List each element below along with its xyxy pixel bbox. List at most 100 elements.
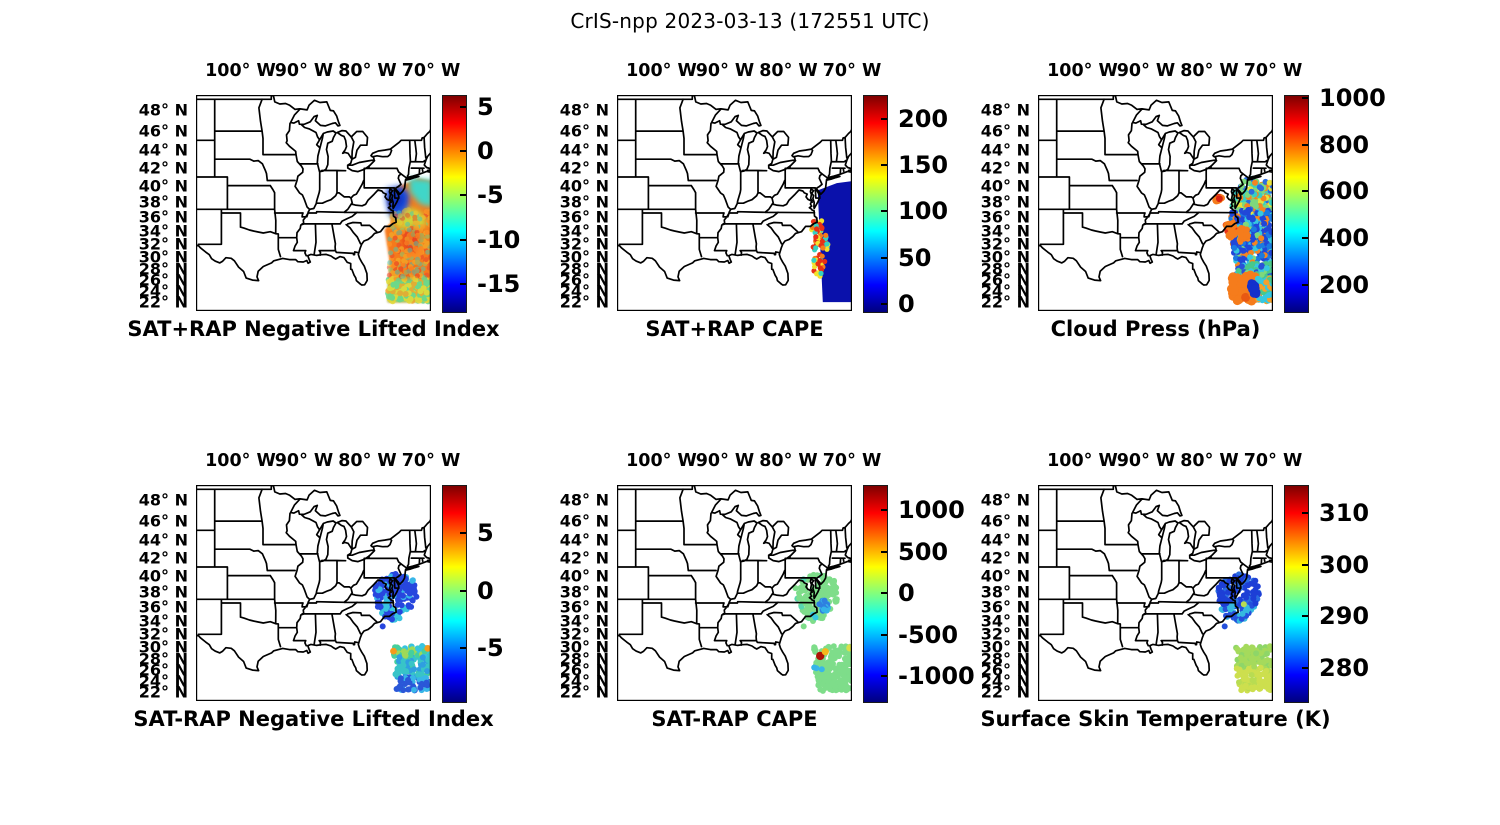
- map-frame: [196, 95, 432, 312]
- data-swath-layer: [809, 181, 852, 303]
- colorbar-tick: [881, 550, 887, 553]
- lat-axis-label: 28° N: [980, 649, 1030, 669]
- lat-axis-label: 40° N: [138, 176, 188, 196]
- lat-axis-label: 26° N: [980, 660, 1030, 680]
- lat-axis-label: 44° N: [559, 530, 609, 550]
- colorbar-tick-label: 50: [898, 243, 932, 272]
- colorbar-tick-label: -5: [477, 634, 504, 663]
- lon-axis-label: 70° W: [822, 61, 882, 81]
- lat-axis-label: 38° N: [559, 192, 609, 212]
- lat-axis-label: 24° N: [980, 671, 1030, 691]
- lat-axis-label: 48° N: [980, 490, 1030, 510]
- map-frame: [1038, 95, 1274, 312]
- lat-axis-label: 42° N: [980, 158, 1030, 178]
- colorbar-tick: [881, 633, 887, 636]
- panel-title: SAT+RAP Negative Lifted Index: [127, 317, 500, 341]
- lon-axis-label: 70° W: [401, 451, 461, 471]
- lat-axis-label: 24° N: [559, 671, 609, 691]
- map-plot-cloud-press: [1038, 95, 1274, 312]
- lat-axis-label: 34° N: [980, 221, 1030, 241]
- lat-axis-label: 36° N: [138, 207, 188, 227]
- colorbar-tick-label: 300: [1319, 550, 1370, 579]
- lat-axis-label: 24° N: [559, 281, 609, 301]
- map-plot-sat-plus-rap-cape: [617, 95, 853, 312]
- colorbar-tick-label: 5: [477, 519, 494, 548]
- colorbar-tick: [1302, 512, 1308, 515]
- lat-axis-label: 28° N: [559, 259, 609, 279]
- lon-axis-label: 80° W: [1180, 61, 1239, 81]
- lat-axis-label: 46° N: [138, 511, 188, 531]
- colorbar-tick-label: 600: [1319, 177, 1370, 206]
- lat-axis-label: 48° N: [559, 490, 609, 510]
- basemap-outline: [1038, 485, 1273, 676]
- lat-axis-label: 24° N: [980, 281, 1030, 301]
- lat-axis-label: 28° N: [559, 649, 609, 669]
- colorbar-tick: [460, 589, 466, 592]
- lat-axis-label: 48° N: [559, 100, 609, 120]
- lat-axis-label: 30° N: [980, 247, 1030, 267]
- lat-axis-label: 38° N: [559, 582, 609, 602]
- lat-axis-label: 46° N: [980, 511, 1030, 531]
- lon-axis-label: 80° W: [759, 451, 818, 471]
- lat-axis-label: 26° N: [138, 660, 188, 680]
- lon-axis-label: 80° W: [338, 61, 397, 81]
- lon-axis-label: 90° W: [695, 451, 755, 471]
- lon-axis-label: 90° W: [274, 61, 334, 81]
- lat-axis-label: 30° N: [138, 637, 188, 657]
- colorbar-tick: [881, 256, 887, 259]
- colorbar-tick: [460, 283, 466, 286]
- basemap-outline: [1038, 95, 1273, 286]
- lat-axis-label: 32° N: [980, 234, 1030, 254]
- colorbar-tick-label: 200: [1319, 270, 1370, 299]
- lat-axis-label: 34° N: [559, 221, 609, 241]
- map-plot-sat-plus-rap-nli: [196, 95, 432, 312]
- lat-axis-label: 36° N: [559, 597, 609, 617]
- lon-axis-label: 80° W: [1180, 451, 1239, 471]
- lon-axis-label: 100° W: [205, 451, 276, 471]
- panel-title: Cloud Press (hPa): [1050, 317, 1261, 341]
- panel-title: SAT-RAP CAPE: [651, 707, 818, 731]
- lat-axis-label: 38° N: [980, 192, 1030, 212]
- colorbar-tick: [881, 508, 887, 511]
- lon-axis-label: 90° W: [1116, 61, 1176, 81]
- colorbar-tick: [881, 592, 887, 594]
- lat-axis-label: 44° N: [559, 140, 609, 160]
- colorbar-tick-label: -15: [477, 270, 521, 299]
- colorbar-tick: [460, 647, 466, 650]
- colorbar-tick: [881, 118, 887, 120]
- colorbar-tick-label: 1000: [1319, 83, 1386, 112]
- colorbar-tick: [1302, 666, 1308, 669]
- lat-axis-label: 42° N: [138, 158, 188, 178]
- colorbar-tick: [1302, 283, 1308, 286]
- lon-axis-label: 90° W: [695, 61, 755, 81]
- lat-axis-label: 28° N: [138, 259, 188, 279]
- basemap-outline: [196, 95, 431, 286]
- colorbar-tick-label: 0: [898, 579, 915, 607]
- lat-axis-label: 22° N: [980, 292, 1030, 312]
- colorbar-tick: [881, 164, 887, 167]
- lat-axis-label: 38° N: [138, 582, 188, 602]
- lat-axis-label: 22° N: [138, 682, 188, 702]
- colorbar-tick-label: 310: [1319, 499, 1370, 528]
- colorbar-tick: [881, 302, 887, 305]
- lat-axis-label: 48° N: [980, 100, 1030, 120]
- colorbar-tick: [460, 238, 466, 241]
- panel-sat-minus-rap-cape: 100° W 90° W 80° W 70° W 48° N 46° N 44° N 42° …: [560, 451, 975, 731]
- lat-axis-label: 30° N: [980, 637, 1030, 657]
- lat-axis-label: 36° N: [980, 597, 1030, 617]
- lat-axis-label: 36° N: [980, 207, 1030, 227]
- lon-axis-label: 70° W: [822, 451, 882, 471]
- panel-surface-skin-temp: 100° W 90° W 80° W 70° W 48° N 46° N 44° N 42° …: [980, 451, 1369, 731]
- colorbar-tick: [460, 150, 466, 152]
- lat-axis-label: 24° N: [138, 281, 188, 301]
- panel-title: Surface Skin Temperature (K): [980, 707, 1331, 731]
- colorbar-tick-label: 1000: [898, 495, 965, 524]
- lat-axis-label: 40° N: [980, 566, 1030, 586]
- panel-sat-minus-rap-nli: 100° W 90° W 80° W 70° W 48° N 46° N 44° N 42° …: [133, 451, 503, 731]
- data-swath-layer: [1212, 175, 1273, 306]
- lat-axis-label: 34° N: [559, 611, 609, 631]
- colorbar-tick-label: -5: [477, 181, 504, 210]
- map-plot-sat-minus-rap-cape: [617, 485, 853, 702]
- colorbar-tick-label: 0: [477, 137, 494, 165]
